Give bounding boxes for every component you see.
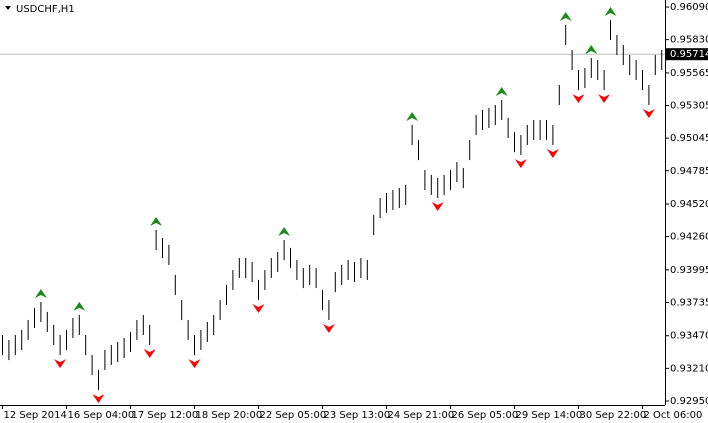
fractal-down xyxy=(642,109,655,119)
y-tick-label: 0.93470 xyxy=(670,331,708,342)
y-tick-label: 0.94260 xyxy=(670,232,708,243)
fractal-down xyxy=(546,149,559,159)
chart-title: USDCHF,H1 xyxy=(16,4,75,15)
fractal-up xyxy=(150,216,163,226)
x-tick-label: 2 Oct 06:00 xyxy=(644,410,703,421)
fractal-down xyxy=(514,159,527,169)
y-tick-label: 0.95565 xyxy=(670,68,708,79)
x-tick-label: 23 Sep 13:00 xyxy=(324,410,391,421)
fractal-up xyxy=(495,86,508,96)
fractal-up xyxy=(406,111,419,121)
fractal-down xyxy=(188,359,201,369)
menu-arrow[interactable] xyxy=(5,6,11,10)
fractal-down xyxy=(431,201,444,211)
y-tick-label: 0.93210 xyxy=(670,363,708,374)
y-tick-label: 0.93735 xyxy=(670,297,708,308)
y-tick-label: 0.94785 xyxy=(670,166,708,177)
y-tick-label: 0.95045 xyxy=(670,133,708,144)
x-tick-label: 29 Sep 14:00 xyxy=(516,410,583,421)
fractal-down xyxy=(54,359,67,369)
fractal-up xyxy=(604,6,617,16)
fractal-up xyxy=(278,227,291,237)
fractal-up xyxy=(73,301,86,311)
fractal-up xyxy=(585,44,598,54)
y-tick-label: 0.96090 xyxy=(670,2,708,13)
current-price-box xyxy=(665,48,708,61)
x-tick-label: 17 Sep 12:00 xyxy=(132,410,199,421)
x-tick-label: 30 Sep 22:00 xyxy=(580,410,647,421)
fractal-down xyxy=(572,94,585,104)
x-tick-label: 16 Sep 04:00 xyxy=(68,410,135,421)
x-tick-label: 26 Sep 05:00 xyxy=(452,410,519,421)
fractal-down xyxy=(143,349,156,359)
y-tick-label: 0.92950 xyxy=(670,396,708,407)
y-tick-label: 0.95830 xyxy=(670,35,708,46)
x-tick-label: 24 Sep 21:00 xyxy=(388,410,455,421)
current-price-label: 0.95714 xyxy=(670,49,708,60)
y-tick-label: 0.95305 xyxy=(670,101,708,112)
fractal-down xyxy=(92,394,105,404)
x-tick-label: 22 Sep 05:00 xyxy=(260,410,327,421)
y-tick-label: 0.94520 xyxy=(670,199,708,210)
fractal-down xyxy=(322,324,335,334)
x-tick-label: 18 Sep 20:00 xyxy=(196,410,263,421)
fractal-up xyxy=(559,11,572,21)
fractal-down xyxy=(252,303,265,313)
x-tick-label: 12 Sep 2014 xyxy=(4,410,67,421)
fractal-down xyxy=(598,94,611,104)
fractal-up xyxy=(34,288,47,298)
y-tick-label: 0.93995 xyxy=(670,265,708,276)
